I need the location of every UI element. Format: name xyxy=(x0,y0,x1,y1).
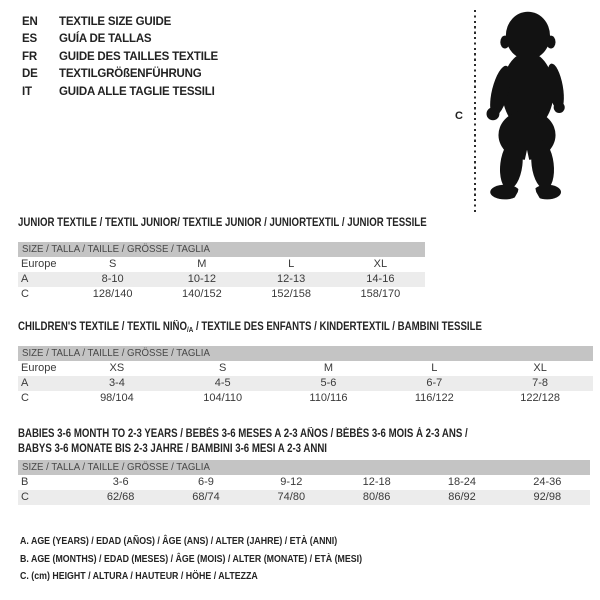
babies-table-section: BABIES 3-6 MONTH TO 2-3 YEARS / BEBÉS 3-… xyxy=(18,427,590,505)
cell: 116/122 xyxy=(414,392,454,404)
babies-table-title: BABIES 3-6 MONTH TO 2-3 YEARS / BEBÉS 3-… xyxy=(18,428,468,455)
cell: 8-10 xyxy=(101,273,124,285)
lang-code: IT xyxy=(22,85,32,98)
lang-row-en: EN TEXTILE SIZE GUIDE xyxy=(22,13,218,31)
row-label: C xyxy=(21,491,29,503)
cell: S xyxy=(108,258,117,270)
lang-title: GUÍA DE TALLAS xyxy=(59,33,152,46)
row-label: A xyxy=(21,377,29,389)
cell: 6-7 xyxy=(426,377,443,389)
row-label: A xyxy=(21,273,29,285)
cell: 12-18 xyxy=(362,476,391,488)
table-row: B 3-6 6-9 9-12 12-18 18-24 24-36 xyxy=(18,475,590,490)
cell: M xyxy=(197,258,207,270)
cell: 24-36 xyxy=(533,476,562,488)
cell: 6-9 xyxy=(198,476,214,488)
lang-code: ES xyxy=(22,33,37,46)
row-label: Europe xyxy=(21,362,57,374)
children-table-section: CHILDREN'S TEXTILE / TEXTIL NIÑO/A / TEX… xyxy=(18,321,593,406)
note-age-years: A. AGE (YEARS) / EDAD (AÑOS) / ÂGE (ANS)… xyxy=(20,535,338,547)
lang-row-it: IT GUIDA ALLE TAGLIE TESSILI xyxy=(22,83,218,101)
table-row: Europe XS S M L XL xyxy=(18,361,593,376)
lang-code: DE xyxy=(22,68,38,81)
table-row: C 128/140 140/152 152/158 158/170 xyxy=(18,287,425,302)
size-header-row: SIZE / TALLA / TAILLE / GRÖSSE / TAGLIA xyxy=(18,346,593,361)
table-row: A 8-10 10-12 12-13 14-16 xyxy=(18,272,425,287)
baby-silhouette xyxy=(486,11,565,200)
cell: 62/68 xyxy=(106,491,135,503)
lang-code: FR xyxy=(22,50,37,63)
junior-table-title: JUNIOR TEXTILE / TEXTIL JUNIOR/ TEXTILE … xyxy=(18,217,427,229)
junior-table-section: JUNIOR TEXTILE / TEXTIL JUNIOR/ TEXTILE … xyxy=(18,217,427,302)
cell: XS xyxy=(109,362,125,374)
table-row: C 62/68 68/74 74/80 80/86 86/92 92/98 xyxy=(18,490,590,505)
cell: 122/128 xyxy=(520,392,560,404)
cell: 104/110 xyxy=(203,392,243,404)
size-header-bar: SIZE / TALLA / TAILLE / GRÖSSE / TAGLIA xyxy=(18,346,593,361)
cell: XL xyxy=(373,258,388,270)
cell: 98/104 xyxy=(100,392,134,404)
cell: 110/116 xyxy=(309,392,348,404)
cell: 4-5 xyxy=(214,377,231,389)
cell: 74/80 xyxy=(277,491,306,503)
size-header-bar: SIZE / TALLA / TAILLE / GRÖSSE / TAGLIA xyxy=(18,460,590,475)
legend-notes: A. AGE (YEARS) / EDAD (AÑOS) / ÂGE (ANS)… xyxy=(20,533,427,586)
lang-row-fr: FR GUIDE DES TAILLES TEXTILE xyxy=(22,48,218,66)
row-label: B xyxy=(21,476,29,488)
cell: 158/170 xyxy=(360,288,401,300)
cell: 68/74 xyxy=(192,491,220,503)
babies-size-table: SIZE / TALLA / TAILLE / GRÖSSE / TAGLIA … xyxy=(18,460,590,505)
table-row: C 98/104 104/110 110/116 116/122 122/128 xyxy=(18,391,593,406)
cell: 14-16 xyxy=(366,273,395,285)
note-height-cm: C. (cm) HEIGHT / ALTURA / HAUTEUR / HÖHE… xyxy=(20,570,258,582)
lang-row-es: ES GUÍA DE TALLAS xyxy=(22,31,218,49)
size-header-row: SIZE / TALLA / TAILLE / GRÖSSE / TAGLIA xyxy=(18,242,425,257)
cell: L xyxy=(431,362,438,374)
lang-title: GUIDA ALLE TAGLIE TESSILI xyxy=(59,85,215,98)
cell: S xyxy=(219,362,227,374)
size-header-bar: SIZE / TALLA / TAILLE / GRÖSSE / TAGLIA xyxy=(18,242,425,257)
children-table-title: CHILDREN'S TEXTILE / TEXTIL NIÑO/A / TEX… xyxy=(18,321,482,334)
height-measure-dotted-line xyxy=(474,10,476,212)
language-title-block: EN TEXTILE SIZE GUIDE ES GUÍA DE TALLAS … xyxy=(22,13,218,101)
junior-size-table: SIZE / TALLA / TAILLE / GRÖSSE / TAGLIA … xyxy=(18,242,425,302)
height-c-label: C xyxy=(455,110,463,122)
cell: 12-13 xyxy=(277,273,306,285)
cell: 7-8 xyxy=(532,377,549,389)
size-header-row: SIZE / TALLA / TAILLE / GRÖSSE / TAGLIA xyxy=(18,460,590,475)
cell: 9-12 xyxy=(280,476,303,488)
row-label: C xyxy=(21,392,29,404)
cell: XL xyxy=(533,362,547,374)
table-row: Europe S M L XL xyxy=(18,257,425,272)
table-row: A 3-4 4-5 5-6 6-7 7-8 xyxy=(18,376,593,391)
cell: M xyxy=(323,362,334,374)
cell: 92/98 xyxy=(533,491,562,503)
lang-title: GUIDE DES TAILLES TEXTILE xyxy=(59,50,218,63)
note-age-months: B. AGE (MONTHS) / EDAD (MESES) / ÂGE (MO… xyxy=(20,552,363,565)
cell: 3-4 xyxy=(108,377,125,389)
cell: 152/158 xyxy=(271,288,311,300)
cell: 3-6 xyxy=(112,476,129,488)
lang-title: TEXTILE SIZE GUIDE xyxy=(59,15,172,28)
children-size-table: SIZE / TALLA / TAILLE / GRÖSSE / TAGLIA … xyxy=(18,346,593,406)
cell: 140/152 xyxy=(181,288,222,300)
cell: L xyxy=(288,258,295,270)
cell: 86/92 xyxy=(448,491,476,503)
row-label: Europe xyxy=(21,258,57,270)
row-label: C xyxy=(21,288,29,300)
cell: 80/86 xyxy=(362,491,391,503)
lang-title: TEXTILGRÖßENFÜHRUNG xyxy=(59,68,202,81)
cell: 5-6 xyxy=(320,377,337,389)
cell: 10-12 xyxy=(187,273,216,285)
lang-code: EN xyxy=(22,15,38,28)
cell: 128/140 xyxy=(92,288,133,300)
lang-row-de: DE TEXTILGRÖßENFÜHRUNG xyxy=(22,66,218,84)
cell: 18-24 xyxy=(447,476,477,488)
